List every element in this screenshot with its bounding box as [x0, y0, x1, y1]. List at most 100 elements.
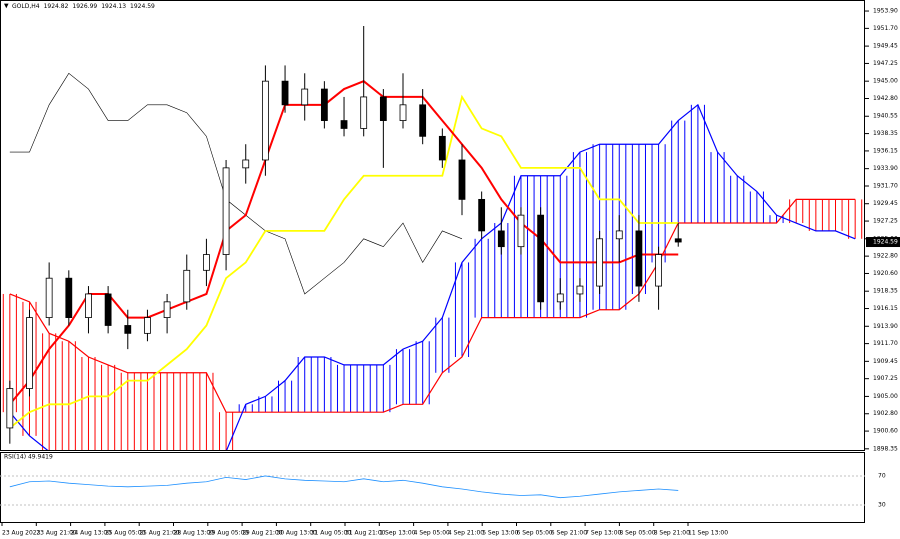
y-tick-label: 1920.60: [873, 270, 898, 277]
candle-body: [576, 285, 584, 295]
x-tick-label: 5 Sep 13:00: [482, 530, 518, 537]
x-tick-label: 25 Aug 21:00: [139, 530, 180, 537]
y-tick-label: 1947.25: [873, 60, 898, 67]
candle-body: [320, 88, 328, 121]
y-tick-label: 1942.80: [873, 95, 898, 102]
candle-body: [438, 135, 446, 161]
candle-body: [537, 214, 545, 303]
x-tick-label: 4 Sep 21:00: [448, 530, 484, 537]
candle-body: [340, 120, 348, 129]
candle-body: [203, 254, 210, 271]
senkou-span-b: [9, 103, 856, 450]
x-tick-label: 29 Aug 05:00: [208, 530, 249, 537]
y-tick-label: 1905.00: [873, 393, 898, 400]
candle-body: [183, 269, 191, 303]
header-value: 1924.59: [130, 3, 155, 10]
x-tick-label: 31 Aug 05:00: [311, 530, 352, 537]
y-tick-label: 1951.70: [873, 25, 898, 32]
x-tick-label: 6 Sep 05:00: [517, 530, 553, 537]
candle-body: [222, 167, 230, 255]
candle-body: [6, 388, 14, 429]
price-plot: [2, 26, 863, 450]
last-price-label: 1924.59: [873, 239, 898, 246]
candle-body: [379, 96, 387, 121]
header: GOLD,H4 1924.82 1926.99 1924.13 1924.59: [12, 3, 155, 10]
candle-body: [45, 277, 53, 319]
y-tick-label: 1898.35: [873, 445, 898, 452]
candle-body: [124, 325, 132, 334]
candle-body: [655, 254, 662, 287]
y-tick-label: 1931.70: [873, 182, 898, 189]
candle-body: [399, 104, 407, 121]
y-tick-label: 1902.80: [873, 410, 898, 417]
rsi-panel: [0, 452, 865, 523]
x-tick-label: 1 Sep 13:00: [379, 530, 415, 537]
header-value: 1926.99: [72, 3, 97, 10]
x-tick-label: 31 Aug 21:00: [345, 530, 386, 537]
candle-body: [85, 293, 92, 319]
candle-body: [26, 317, 33, 389]
x-tick-label: 4 Sep 05:00: [414, 530, 450, 537]
x-tick-label: 29 Aug 21:00: [242, 530, 283, 537]
y-tick-label: 1909.45: [873, 358, 898, 365]
x-tick-label: 6 Sep 21:00: [551, 530, 587, 537]
x-tick-label: 23 Aug 21:00: [36, 530, 77, 537]
y-tick-label: 1900.60: [873, 428, 898, 435]
y-tick-label: 1936.15: [873, 147, 898, 154]
symbol: GOLD,H4: [12, 3, 40, 10]
rsi-line: [9, 475, 679, 499]
last-price-box: [866, 237, 900, 248]
y-tick-label: 1911.70: [873, 340, 898, 347]
rsi-plot: RSI(14) 49.9419 70 30: [0, 454, 886, 508]
y-tick-label: 1913.90: [873, 323, 898, 330]
candle-body: [104, 293, 112, 326]
x-tick-label: 7 Sep 13:00: [585, 530, 621, 537]
candle-body: [144, 317, 151, 334]
candle-body: [301, 88, 309, 106]
candle-body: [674, 238, 682, 243]
y-tick-label: 1922.80: [873, 253, 898, 260]
rsi-title: RSI(14) 49.9419: [4, 454, 53, 461]
candle-body: [596, 238, 604, 287]
y-tick-label: 1933.90: [873, 165, 898, 172]
y-tick-label: 1938.35: [873, 130, 898, 137]
candle-body: [517, 214, 525, 248]
x-tick-label: 24 Aug 13:00: [71, 530, 112, 537]
x-tick-label: 28 Aug 13:00: [174, 530, 215, 537]
candle-body: [497, 230, 505, 248]
y-tick-label: 1916.15: [873, 305, 898, 312]
x-tick-label: 8 Sep 21:00: [654, 530, 690, 537]
chikou-line: [9, 72, 463, 295]
y-tick-label: 1940.55: [873, 113, 898, 120]
candle-body: [163, 301, 171, 319]
rsi-tick-label: 30: [878, 501, 886, 508]
x-tick-label: 25 Aug 05:00: [105, 530, 146, 537]
candle-body: [615, 230, 623, 240]
price-panel: [0, 0, 865, 451]
candle-body: [458, 159, 466, 200]
candle-body: [65, 277, 73, 319]
header-value: 1924.82: [44, 3, 69, 10]
candle-body: [360, 96, 368, 129]
header-arrow: ▼: [4, 3, 9, 10]
candle-body: [478, 198, 486, 232]
candle-body: [556, 293, 564, 303]
candle-body: [261, 80, 269, 161]
kijun-line: [9, 94, 679, 429]
candle-body: [419, 104, 427, 137]
y-tick-label: 1918.35: [873, 288, 898, 295]
candle-body: [242, 159, 250, 169]
x-tick-label: 23 Aug 2023: [2, 530, 41, 537]
rsi-tick-label: 70: [878, 472, 886, 479]
y-tick-label: 1929.45: [873, 200, 898, 207]
y-tick-label: 1907.25: [873, 375, 898, 382]
header-value: 1924.13: [101, 3, 126, 10]
y-tick-label: 1949.45: [873, 43, 898, 50]
y-tick-label: 1945.00: [873, 78, 898, 85]
candle-body: [281, 80, 289, 106]
x-tick-label: 30 Aug 13:00: [276, 530, 317, 537]
senkou-span-a: [9, 198, 856, 413]
axes: ▼ GOLD,H4 1924.82 1926.99 1924.13 1924.59 1953…: [1, 3, 900, 537]
candle-body: [635, 230, 643, 287]
